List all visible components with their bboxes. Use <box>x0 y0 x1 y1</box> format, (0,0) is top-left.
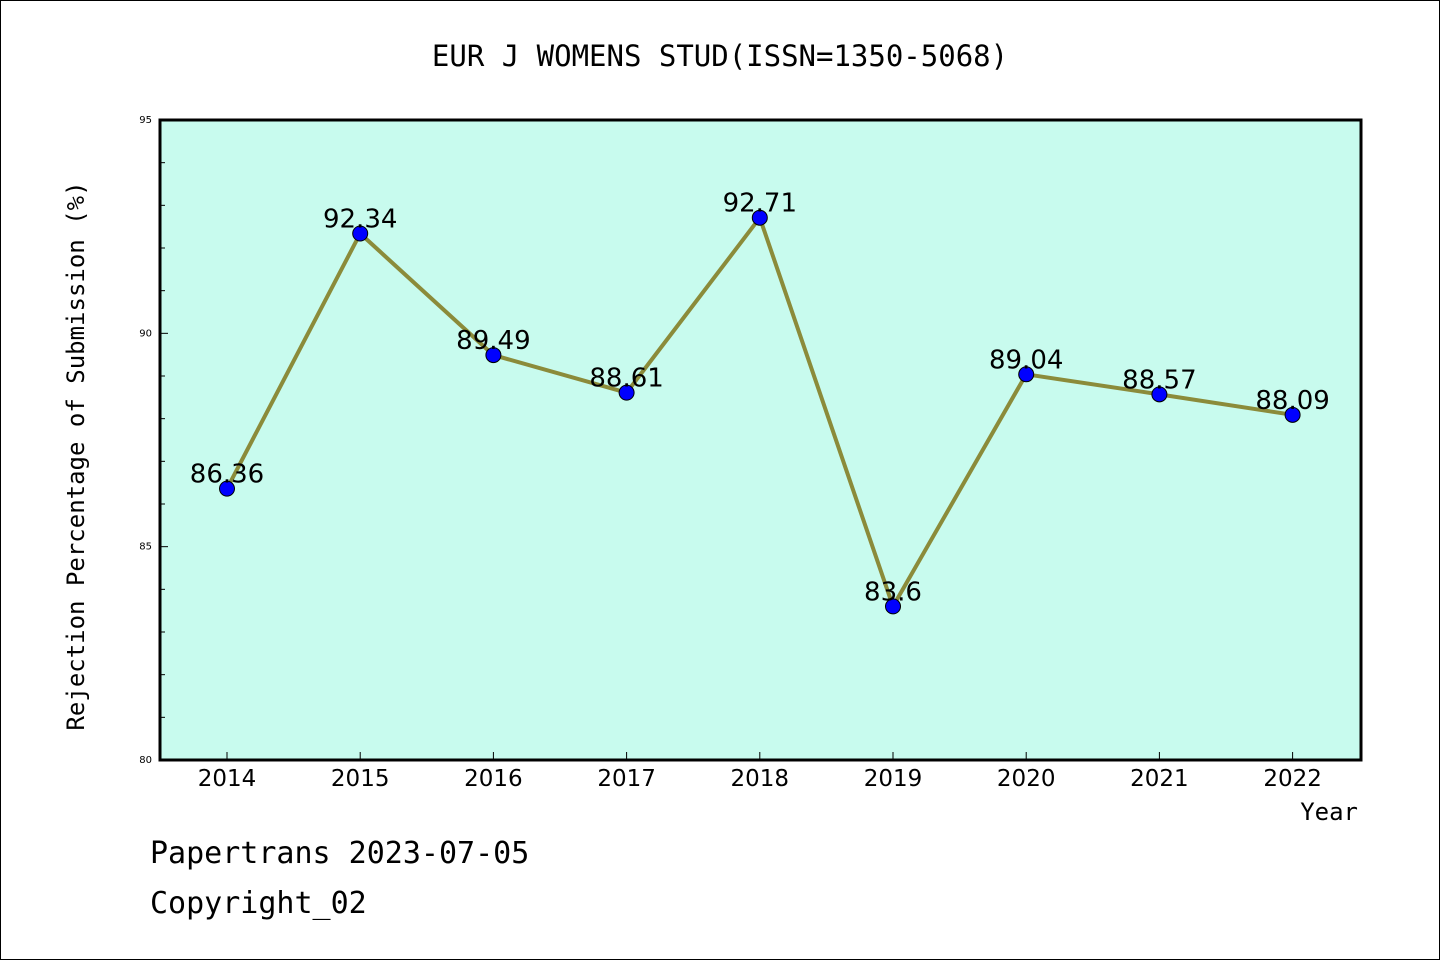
x-axis: 2014 2015 2016 2017 2018 2019 2020 2021 2022 <box>198 752 1322 792</box>
x-axis-label: Year <box>1300 798 1358 826</box>
data-label: 86.36 <box>190 460 264 490</box>
data-point <box>1151 386 1168 403</box>
x-tick-label: 2022 <box>1263 766 1322 792</box>
data-point <box>885 598 901 615</box>
data-label: 88.61 <box>589 364 663 394</box>
data-point <box>1018 366 1035 383</box>
x-tick-label: 2021 <box>1130 766 1189 792</box>
data-label: 92.71 <box>723 189 797 219</box>
data-point <box>751 209 768 226</box>
x-tick-label: 2018 <box>731 766 790 792</box>
y-axis-label: Rejection Percentage of Submission (%) <box>62 181 90 730</box>
x-tick-label: 2014 <box>198 766 257 792</box>
y-tick-label: 90 <box>139 328 152 339</box>
data-label: 89.04 <box>989 345 1063 375</box>
x-tick-label: 2017 <box>597 766 656 792</box>
data-label: 88.09 <box>1255 386 1329 416</box>
data-point <box>219 480 235 497</box>
y-tick-label: 95 <box>139 115 152 126</box>
data-label: 88.57 <box>1122 365 1196 395</box>
chart-title: EUR J WOMENS STUD(ISSN=1350-5068) <box>432 39 1008 73</box>
data-labels: 86.36 92.34 89.49 88.61 92.71 83.6 89.04 88.57 8… <box>190 189 1330 608</box>
plot-border <box>158 118 1363 762</box>
data-point <box>352 225 369 242</box>
data-label: 83.6 <box>864 577 922 607</box>
y-tick-label: 80 <box>139 755 152 766</box>
x-tick-label: 2016 <box>464 766 523 792</box>
data-label: 92.34 <box>323 204 397 234</box>
y-tick-label: 85 <box>139 542 152 553</box>
data-point <box>485 347 502 364</box>
data-point <box>618 384 635 401</box>
x-tick-label: 2019 <box>864 766 923 792</box>
series-markers <box>219 209 1301 615</box>
x-tick-label: 2020 <box>997 766 1056 792</box>
footer-stamp: Papertrans 2023-07-05 <box>150 836 530 871</box>
x-tick-label: 2015 <box>331 766 390 792</box>
data-label: 89.49 <box>456 326 530 356</box>
footer-copyright: Copyright_02 <box>150 886 367 921</box>
data-point <box>1284 406 1301 423</box>
